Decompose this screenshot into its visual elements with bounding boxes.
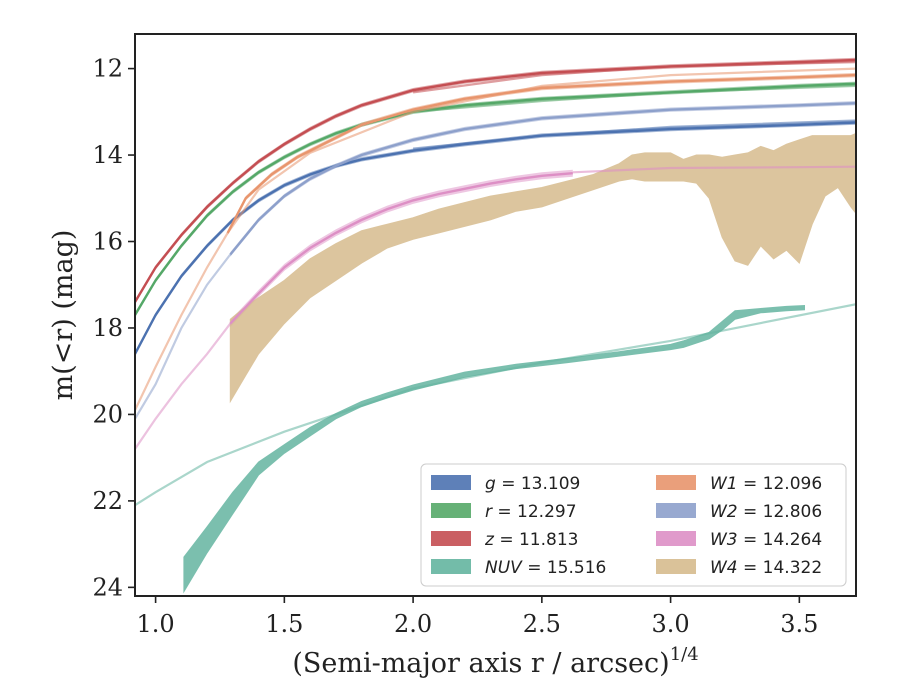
- series-w3-uncertainty: [230, 169, 573, 328]
- legend-label-w4: W4 = 14.322: [710, 558, 822, 578]
- x-tick-label: 2.0: [394, 610, 432, 638]
- series-w4-band: [229, 132, 856, 404]
- series-g-line: [135, 121, 856, 355]
- series-w3-extrapolation: [135, 322, 232, 450]
- y-tick-label: 18: [92, 314, 123, 342]
- legend-swatch-w2: [656, 503, 696, 518]
- legend-swatch-w3: [656, 531, 696, 546]
- legend-label-nuv: NUV = 15.516: [485, 558, 606, 578]
- series-w2-line: [229, 102, 856, 256]
- x-tick-label: 1.0: [137, 610, 175, 638]
- series-w2-extrapolation: [135, 253, 232, 420]
- legend: g = 13.109 r = 12.297 z = 11.813 NUV = 15.5…: [420, 463, 847, 587]
- legend-swatch-w1: [656, 475, 696, 490]
- y-tick-label: 22: [92, 487, 123, 515]
- y-tick-label: 24: [92, 573, 123, 601]
- y-tick-label: 14: [92, 141, 123, 169]
- legend-swatch-z: [431, 531, 471, 546]
- legend-label-w1: W1 = 12.096: [710, 474, 822, 494]
- legend-box: [420, 463, 847, 587]
- series-nuv-extrapolation: [135, 303, 856, 507]
- series-w1-extrapolation: [135, 67, 856, 411]
- x-tick-label: 3.5: [780, 610, 818, 638]
- series-nuv-band: [183, 304, 805, 594]
- x-tick-label: 1.5: [265, 610, 303, 638]
- x-axis-label-exponent: 1/4: [670, 644, 699, 665]
- legend-swatch-r: [431, 503, 471, 518]
- series-lines: [135, 58, 856, 507]
- x-tick-label: 2.5: [523, 610, 561, 638]
- legend-label-w3: W3 = 14.264: [710, 530, 822, 550]
- plot-frame: [134, 33, 857, 597]
- legend-label-z: z = 11.813: [484, 530, 578, 550]
- axis-ticks: 1.0 1.5 2.0 2.5 3.0 3.5 12 14 16 18 20 22 24: [92, 55, 818, 638]
- series-r-line: [135, 82, 856, 316]
- series-w3-line: [229, 172, 573, 325]
- series-z-line: [135, 58, 856, 303]
- y-tick-label: 20: [92, 400, 123, 428]
- legend-swatch-g: [431, 475, 471, 490]
- series-w3-tail: [572, 165, 856, 174]
- y-tick-label: 12: [92, 55, 123, 83]
- series-bands: [135, 57, 856, 594]
- series-r-uncertainty: [135, 81, 856, 318]
- legend-swatch-nuv: [431, 559, 471, 574]
- series-w1-line: [226, 73, 856, 234]
- x-axis-label: (Semi-major axis r / arcsec)1/4: [292, 644, 698, 679]
- legend-swatch-w4: [656, 559, 696, 574]
- y-tick-label: 16: [92, 228, 123, 256]
- legend-label-w2: W2 = 12.806: [710, 502, 822, 522]
- x-tick-label: 3.0: [652, 610, 690, 638]
- legend-label-g: g = 13.109: [485, 474, 580, 494]
- x-axis-label-text: (Semi-major axis r / arcsec): [292, 648, 669, 679]
- legend-label-r: r = 12.297: [485, 502, 577, 522]
- y-axis-label: m(<r) (mag): [48, 230, 79, 401]
